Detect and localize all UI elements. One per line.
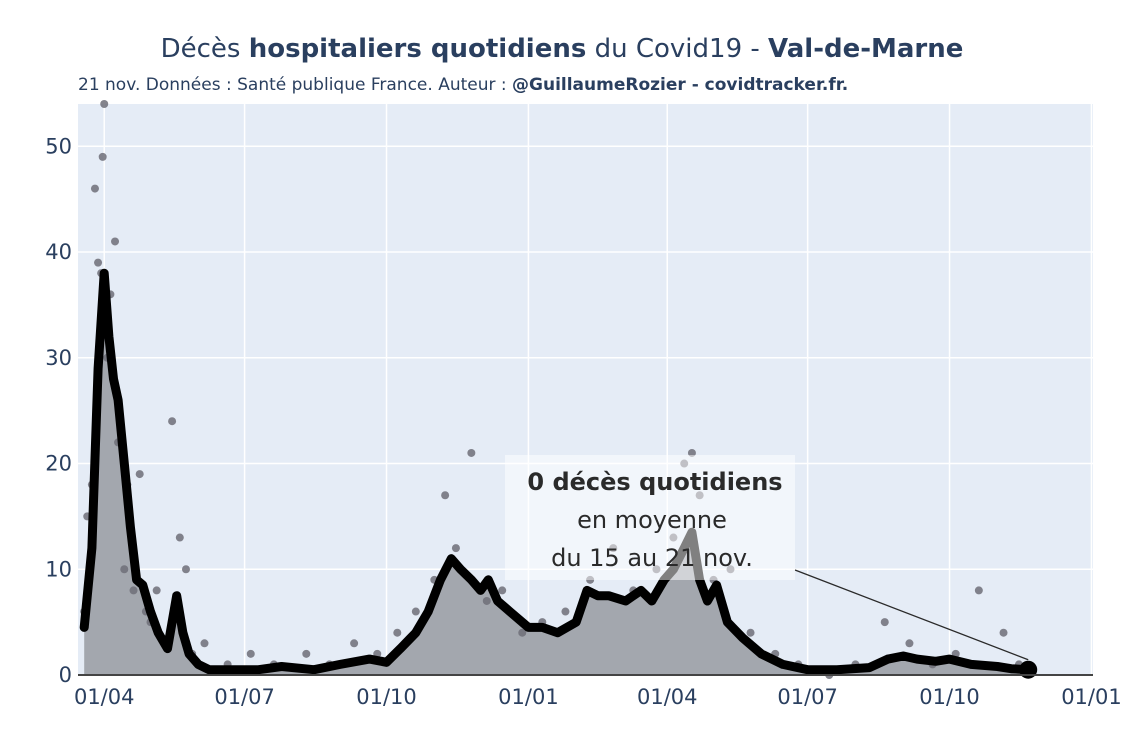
daily-point (498, 586, 507, 595)
chart-title: Décès hospitaliers quotidiens du Covid19… (161, 34, 964, 64)
x-tick-label: 01/10 (356, 685, 417, 709)
x-axis-ticks: 01/04 01/07 01/10 01/01 01/04 01/07 01/10 01/01 (74, 685, 1122, 709)
daily-point (100, 100, 109, 108)
x-tick-label: 01/01 (1061, 685, 1122, 709)
daily-point (120, 565, 129, 574)
daily-point (175, 533, 184, 542)
annotation-box (505, 455, 795, 580)
y-tick-label: 40 (45, 240, 72, 264)
y-tick-label: 20 (45, 452, 72, 476)
daily-point (94, 258, 103, 267)
annotation-line3: du 15 au 21 nov. (551, 544, 753, 572)
daily-point (200, 639, 209, 648)
daily-point (90, 184, 99, 193)
y-tick-label: 30 (45, 346, 72, 370)
daily-point (746, 628, 755, 637)
daily-point (111, 237, 120, 246)
daily-point (129, 586, 138, 595)
daily-point (168, 417, 177, 426)
x-tick-label: 01/07 (777, 685, 838, 709)
y-tick-label: 50 (45, 134, 72, 158)
daily-point (451, 544, 460, 553)
daily-point (974, 586, 983, 595)
daily-point (518, 628, 527, 637)
last-point-marker (1019, 660, 1038, 679)
daily-point (152, 586, 161, 595)
x-tick-label: 01/07 (214, 685, 275, 709)
daily-point (135, 470, 144, 479)
y-axis-ticks: 0 10 20 30 40 50 (45, 134, 72, 687)
x-tick-label: 01/01 (498, 685, 559, 709)
annotation: 0 décès quotidiens en moyenne du 15 au 2… (505, 455, 1029, 661)
daily-point (441, 491, 450, 500)
daily-point (687, 448, 696, 457)
annotation-arrow (794, 569, 1029, 661)
daily-point (393, 628, 402, 637)
average-line (79, 268, 1033, 675)
daily-point (302, 649, 311, 658)
daily-point (181, 565, 190, 574)
annotation-line1: 0 décès quotidiens (527, 468, 782, 496)
daily-point (880, 618, 889, 627)
daily-point (482, 596, 491, 605)
y-tick-label: 10 (45, 557, 72, 581)
y-tick-label: 0 (59, 663, 72, 687)
daily-point (246, 649, 255, 658)
x-tick-label: 01/04 (74, 685, 135, 709)
daily-point (561, 607, 570, 616)
x-tick-label: 01/10 (919, 685, 980, 709)
daily-point (98, 152, 107, 161)
chart-subtitle: 21 nov. Données : Santé publique France.… (78, 75, 848, 95)
daily-point (467, 448, 476, 457)
daily-point (411, 607, 420, 616)
x-tick-label: 01/04 (637, 685, 698, 709)
daily-point (350, 639, 359, 648)
annotation-line2: en moyenne (577, 506, 727, 534)
daily-point (999, 628, 1008, 637)
daily-point (905, 639, 914, 648)
area-fill (84, 273, 1029, 675)
